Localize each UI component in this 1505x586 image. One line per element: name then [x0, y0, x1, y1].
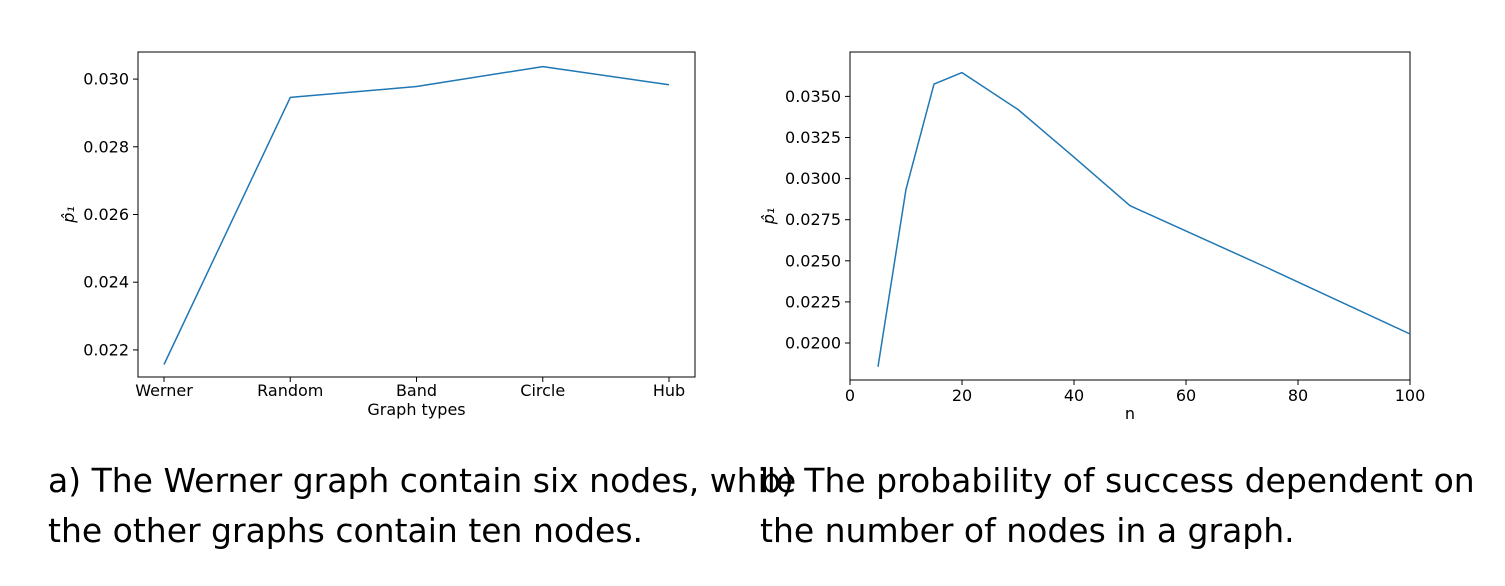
y-tick-label: 0.028	[83, 137, 129, 156]
caption-b-line-2: the number of nodes in a graph.	[760, 511, 1295, 550]
chart-graph-types: 0.022 0.024 0.026 0.028 0.030 Werner Random Ban…	[59, 51, 696, 419]
y-tick-label: 0.0225	[785, 292, 841, 311]
series-line	[163, 65, 670, 365]
x-tick-label: 80	[1288, 386, 1308, 405]
caption-a: a) The Werner graph contain six nodes, w…	[48, 456, 796, 556]
caption-b-line-1: b) The probability of success dependent …	[760, 461, 1475, 500]
y-tick-label: 0.022	[83, 340, 129, 359]
x-tick-label: 0	[845, 386, 855, 405]
y-tick-label: 0.0250	[785, 251, 841, 270]
y-tick-label: 0.0350	[785, 87, 841, 106]
x-tick-label: Circle	[520, 381, 565, 400]
x-tick-label: 40	[1064, 386, 1084, 405]
x-tick-label: 20	[952, 386, 972, 405]
plot-frame	[849, 51, 1411, 381]
y-tick-label: 0.0300	[785, 169, 841, 188]
series-line	[877, 71, 1411, 367]
plot-frame	[137, 51, 696, 378]
x-tick-label: Werner	[135, 381, 193, 400]
x-tick-label: Hub	[653, 381, 685, 400]
y-tick-label: 0.0275	[785, 210, 841, 229]
caption-b: b) The probability of success dependent …	[760, 456, 1475, 556]
x-tick-label: 60	[1176, 386, 1196, 405]
y-tick-label: 0.024	[83, 273, 129, 292]
x-axis-label: Graph types	[367, 400, 465, 419]
x-tick-label: 100	[1395, 386, 1426, 405]
y-axis-label: p̂₁	[59, 206, 78, 224]
x-tick-label: Random	[257, 381, 323, 400]
y-tick-label: 0.0325	[785, 128, 841, 147]
y-tick-label: 0.030	[83, 70, 129, 89]
y-tick-label: 0.026	[83, 205, 129, 224]
x-tick-label: Band	[396, 381, 437, 400]
y-axis-label: p̂₁	[759, 208, 778, 226]
y-tick-label: 0.0200	[785, 334, 841, 353]
caption-a-line-2: the other graphs contain ten nodes.	[48, 511, 643, 550]
x-axis-label: n	[1125, 404, 1135, 423]
caption-a-line-1: a) The Werner graph contain six nodes, w…	[48, 461, 797, 500]
chart-node-count: 0.0200 0.0225 0.0250 0.0275 0.0300 0.0325 0.03…	[759, 51, 1426, 423]
